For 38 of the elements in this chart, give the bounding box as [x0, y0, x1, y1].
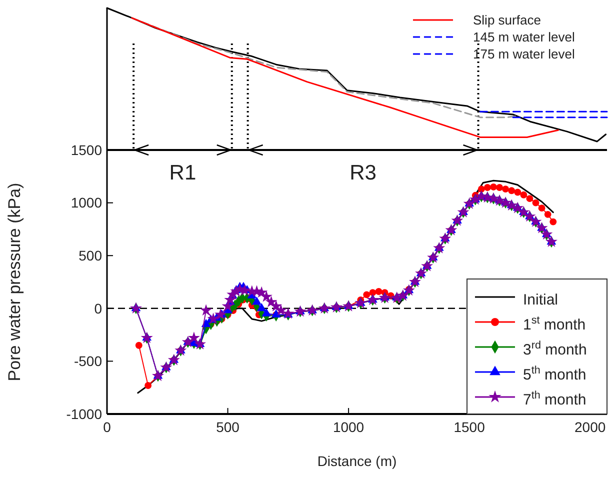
- point: [135, 342, 142, 349]
- y-tick-label: 1500: [70, 142, 102, 158]
- annotation: R1: [169, 161, 196, 184]
- point: [538, 204, 546, 212]
- point: [496, 184, 503, 191]
- legend-label: 5$^{th}$ month: [523, 364, 586, 384]
- point: [508, 187, 516, 194]
- y-tick-label: -500: [74, 353, 102, 370]
- point: [514, 188, 522, 196]
- legend-label: 7$^{th}$ month: [523, 390, 586, 408]
- x-tick-label: 1500: [454, 419, 486, 435]
- x-tick-label: 500: [216, 419, 240, 435]
- y-axis-title: Pore water pressure (kPa): [5, 182, 24, 382]
- x-tick-label: 2000: [574, 419, 606, 435]
- y-tick-label: 500: [78, 248, 102, 264]
- annotation: R3: [350, 161, 376, 184]
- legend-label: 1$^{st}$ month: [523, 314, 586, 334]
- point: [484, 184, 491, 191]
- point: [532, 199, 540, 206]
- point: [520, 191, 528, 198]
- point: [526, 195, 534, 202]
- legend-label: 175 m water level: [473, 46, 575, 62]
- y-tick-label: -1000: [66, 406, 102, 422]
- point: [502, 186, 510, 193]
- point: [375, 288, 382, 295]
- point: [144, 382, 152, 389]
- legend-label: Slip surface: [473, 12, 541, 28]
- x-axis-title: Distance (m): [317, 453, 397, 469]
- legend-label: Initial: [523, 292, 558, 308]
- point: [544, 210, 552, 218]
- point: [490, 183, 497, 190]
- x-tick-label: 1000: [332, 419, 364, 435]
- y-tick-label: 1000: [70, 194, 102, 211]
- point: [363, 291, 370, 298]
- y-tick-label: 0: [94, 300, 102, 316]
- legend-label: 3$^{rd}$ month: [523, 340, 587, 358]
- point: [550, 218, 557, 226]
- legend-label: 145 m water level: [473, 30, 575, 45]
